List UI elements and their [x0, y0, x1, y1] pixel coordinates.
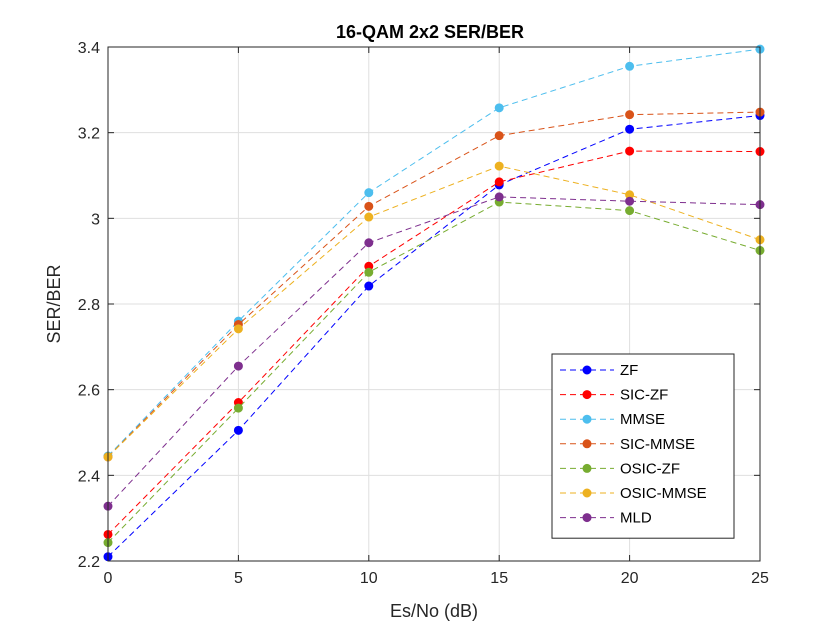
data-point-osic-zf: [233, 403, 243, 413]
series-mld: [103, 192, 765, 511]
y-tick-label: 2.4: [78, 468, 100, 485]
x-tick-label: 0: [104, 570, 113, 587]
x-tick-label: 20: [621, 570, 639, 587]
series-group: [103, 44, 765, 562]
legend-marker-mld: [582, 513, 592, 523]
legend-label-mld: MLD: [620, 510, 652, 527]
legend-label-osic-zf: OSIC-ZF: [620, 460, 680, 477]
data-point-mmse: [625, 61, 635, 71]
data-point-mmse: [494, 103, 504, 113]
y-tick-label: 2.8: [78, 297, 100, 314]
ticks: 0 5 10 15 20 25 2.2 2.4 2.6 2.8 3 3.2 3.4: [78, 40, 769, 587]
legend-label-sic-zf: SIC-ZF: [620, 387, 668, 404]
legend-entry-sic-mmse: SIC-MMSE: [560, 436, 695, 453]
y-tick-label: 2.6: [78, 383, 100, 400]
x-tick-label: 10: [360, 570, 378, 587]
data-point-mld: [233, 361, 243, 371]
data-point-osic-mmse: [494, 161, 504, 171]
x-tick-label: 5: [234, 570, 243, 587]
data-point-zf: [625, 124, 635, 134]
chart-title: 16-QAM 2x2 SER/BER: [336, 22, 524, 42]
data-point-mld: [364, 238, 374, 248]
legend-marker-sic-mmse: [582, 439, 592, 449]
data-point-mld: [625, 196, 635, 206]
legend-marker-osic-mmse: [582, 488, 592, 498]
data-point-sic-mmse: [364, 201, 374, 211]
data-point-sic-zf: [494, 177, 504, 187]
legend-marker-sic-zf: [582, 390, 592, 400]
legend-label-sic-mmse: SIC-MMSE: [620, 436, 695, 453]
data-point-osic-mmse: [364, 212, 374, 222]
legend-marker-osic-zf: [582, 463, 592, 473]
data-point-osic-mmse: [233, 324, 243, 334]
y-tick-label: 3.4: [78, 40, 100, 57]
x-tick-label: 25: [751, 570, 769, 587]
series-line-sic-mmse: [107, 111, 761, 458]
legend-entry-osic-zf: OSIC-ZF: [560, 460, 680, 477]
data-point-sic-zf: [625, 146, 635, 156]
data-point-osic-zf: [625, 206, 635, 216]
series-line-mld: [107, 196, 761, 507]
series-osic-zf: [103, 197, 765, 548]
x-tick-label: 15: [490, 570, 508, 587]
legend-entry-mmse: MMSE: [560, 411, 665, 428]
y-tick-label: 2.2: [78, 554, 100, 571]
legend-label-osic-mmse: OSIC-MMSE: [620, 485, 707, 502]
legend-entry-zf: ZF: [560, 362, 638, 379]
y-tick-label: 3: [91, 211, 100, 228]
legend-label-zf: ZF: [620, 362, 638, 379]
data-point-mmse: [364, 188, 374, 198]
data-point-zf: [364, 281, 374, 291]
legend-entry-mld: MLD: [560, 510, 652, 527]
legend-entry-sic-zf: SIC-ZF: [560, 387, 668, 404]
data-point-sic-mmse: [625, 110, 635, 120]
legend-box: [551, 353, 735, 539]
data-point-mld: [494, 192, 504, 202]
data-point-sic-mmse: [494, 131, 504, 141]
legend-label-mmse: MMSE: [620, 411, 665, 428]
x-axis-label: Es/No (dB): [390, 601, 478, 621]
legend-entry-osic-mmse: OSIC-MMSE: [560, 485, 707, 502]
y-tick-label: 3.2: [78, 126, 100, 143]
series-line-sic-zf: [107, 150, 761, 535]
series-line-zf: [107, 115, 761, 558]
legend-marker-zf: [582, 365, 592, 375]
series-line-mmse: [107, 48, 761, 457]
y-axis-label: SER/BER: [44, 264, 64, 343]
legend: ZF SIC-ZF MMSE SIC-MMSE OSIC-ZF OSIC-MMSE MLD: [551, 353, 735, 539]
grid: [107, 46, 761, 562]
data-point-zf: [233, 425, 243, 435]
legend-marker-mmse: [582, 414, 592, 424]
data-point-osic-zf: [364, 267, 374, 277]
plot-frame: [107, 46, 761, 562]
